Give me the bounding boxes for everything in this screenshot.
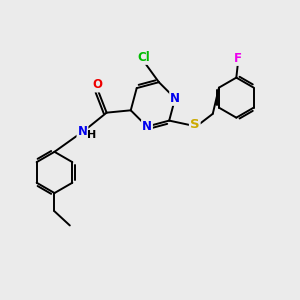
Text: Cl: Cl	[138, 51, 151, 64]
Text: N: N	[77, 125, 88, 138]
Text: O: O	[92, 79, 102, 92]
Text: H: H	[87, 130, 97, 140]
Text: N: N	[142, 120, 152, 133]
Text: N: N	[170, 92, 180, 105]
Text: F: F	[234, 52, 242, 65]
Text: S: S	[190, 118, 200, 131]
